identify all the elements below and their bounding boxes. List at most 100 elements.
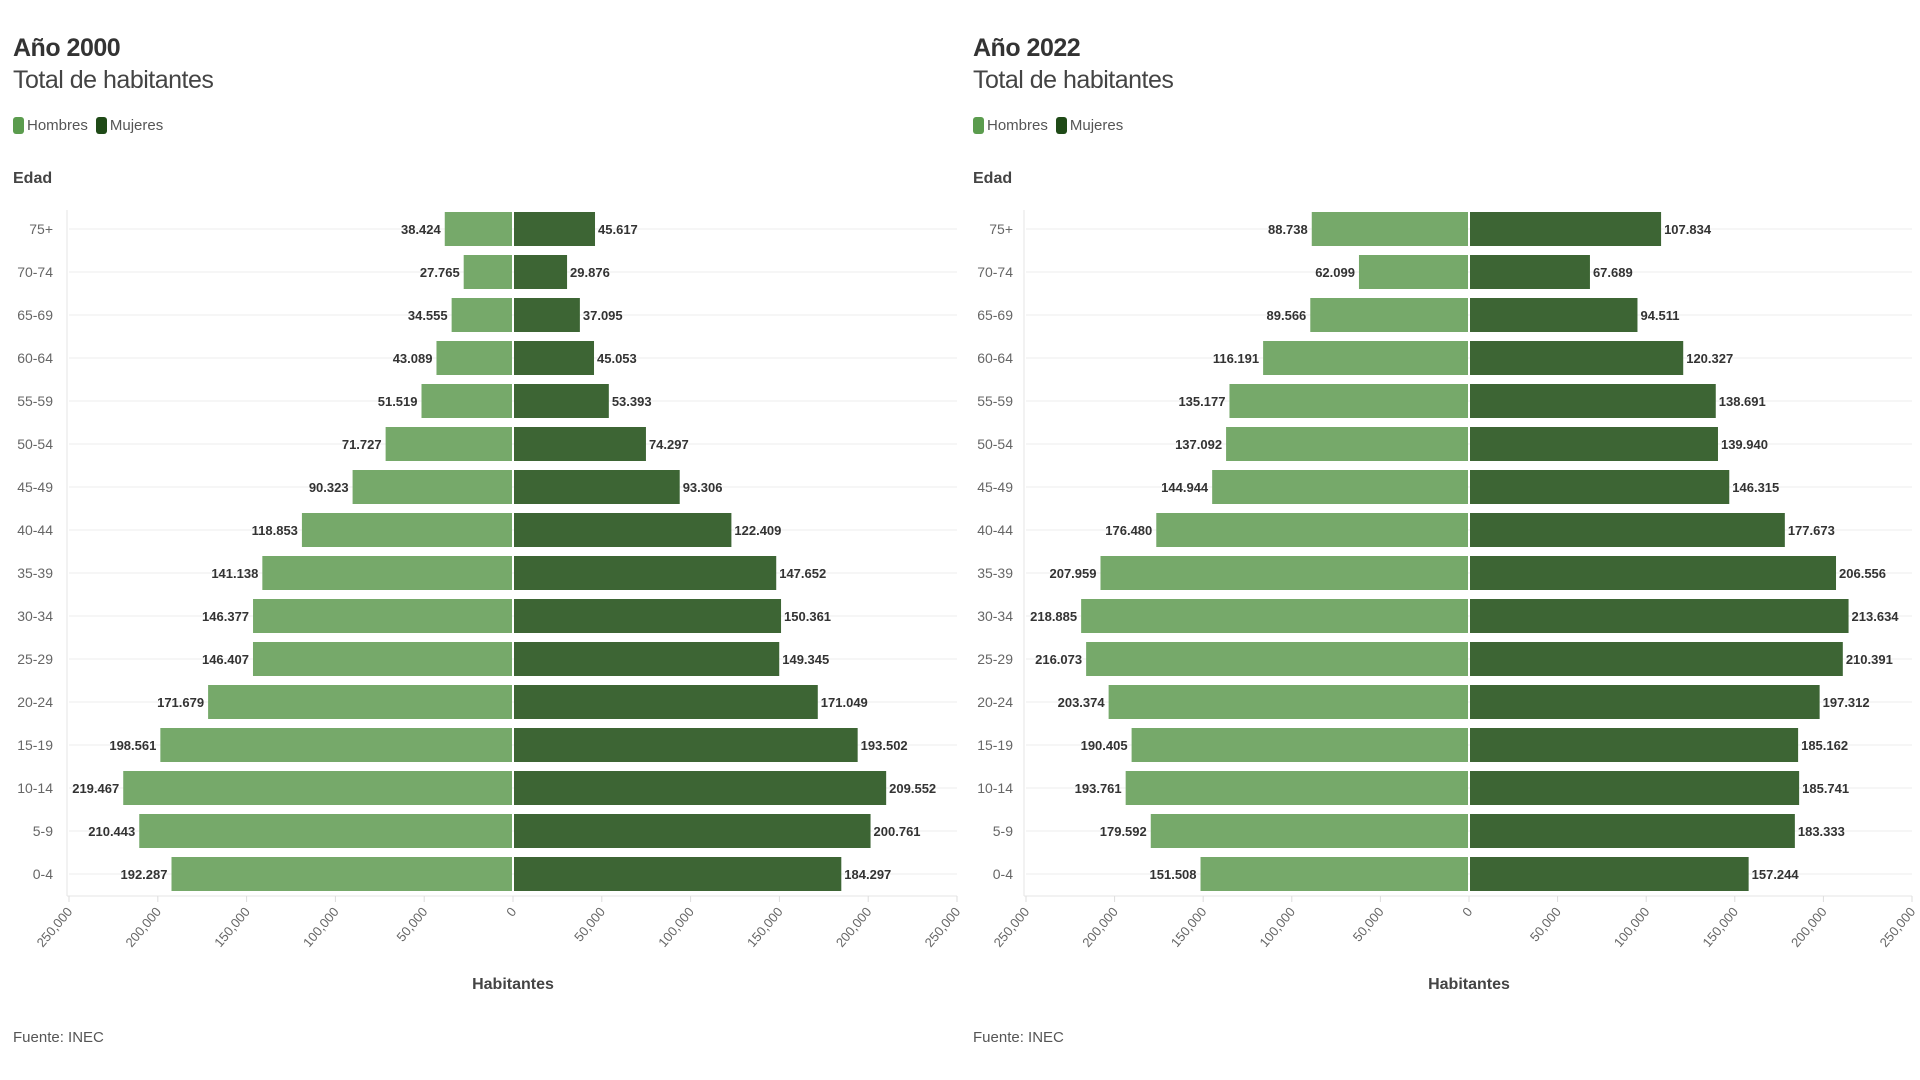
data-label-hombres: 90.323 xyxy=(309,480,349,495)
chart-subtitle: Total de habitantes xyxy=(973,66,1174,94)
bar-mujeres xyxy=(1470,857,1749,891)
bar-mujeres xyxy=(1470,470,1730,504)
bar-hombres xyxy=(1125,771,1468,805)
bar-hombres xyxy=(262,556,512,590)
bar-hombres xyxy=(385,427,512,461)
data-label-hombres: 151.508 xyxy=(1150,867,1197,882)
y-tick-label: 60-64 xyxy=(977,350,1013,366)
data-label-mujeres: 157.244 xyxy=(1752,867,1800,882)
y-tick-label: 35-39 xyxy=(17,565,53,581)
bar-mujeres xyxy=(514,814,871,848)
y-tick-label: 25-29 xyxy=(977,651,1013,667)
x-tick-label: 50,000 xyxy=(393,904,430,944)
y-tick-label: 45-49 xyxy=(977,479,1013,495)
bar-hombres xyxy=(1311,212,1468,246)
data-label-mujeres: 37.095 xyxy=(583,308,623,323)
y-tick-label: 75+ xyxy=(29,221,53,237)
x-tick-label: 0 xyxy=(503,904,519,919)
bar-hombres xyxy=(1108,685,1468,719)
bar-hombres xyxy=(421,384,512,418)
y-tick-label: 75+ xyxy=(989,221,1013,237)
legend-swatch-hombres xyxy=(13,117,24,134)
bar-hombres xyxy=(123,771,512,805)
x-tick-label: 150,000 xyxy=(1699,904,1741,950)
x-tick-label: 50,000 xyxy=(1350,904,1387,944)
bar-hombres xyxy=(139,814,512,848)
legend-item-hombres[interactable]: Hombres xyxy=(13,117,88,134)
legend-swatch-mujeres xyxy=(1055,117,1067,134)
y-tick-label: 70-74 xyxy=(977,264,1013,280)
bar-mujeres xyxy=(1470,427,1718,461)
data-label-hombres: 171.679 xyxy=(157,695,204,710)
legend-swatch-hombres xyxy=(973,117,984,134)
y-tick-label: 20-24 xyxy=(17,694,53,710)
y-tick-label: 0-4 xyxy=(33,866,53,882)
data-label-mujeres: 150.361 xyxy=(784,609,831,624)
legend-item-mujeres[interactable]: Mujeres xyxy=(1055,117,1123,134)
bar-mujeres xyxy=(514,427,646,461)
bar-hombres xyxy=(444,212,512,246)
y-tick-label: 35-39 xyxy=(977,565,1013,581)
x-tick-label: 50,000 xyxy=(1527,904,1564,944)
data-label-hombres: 216.073 xyxy=(1035,652,1082,667)
data-label-hombres: 190.405 xyxy=(1081,738,1128,753)
bar-hombres xyxy=(160,728,513,762)
data-label-hombres: 146.407 xyxy=(202,652,249,667)
bar-hombres xyxy=(1156,513,1468,547)
bar-hombres xyxy=(1150,814,1468,848)
data-label-mujeres: 209.552 xyxy=(889,781,936,796)
bar-mujeres xyxy=(1470,255,1590,289)
data-label-hombres: 116.191 xyxy=(1213,351,1259,366)
data-label-hombres: 118.853 xyxy=(252,523,298,538)
y-tick-label: 70-74 xyxy=(17,264,53,280)
data-label-mujeres: 45.053 xyxy=(597,351,637,366)
bar-mujeres xyxy=(514,212,596,246)
legend-label: Hombres xyxy=(987,117,1048,134)
data-label-hombres: 43.089 xyxy=(393,351,433,366)
bar-mujeres xyxy=(1470,728,1799,762)
x-tick-label: 100,000 xyxy=(1611,904,1653,950)
y-tick-label: 40-44 xyxy=(977,522,1013,538)
y-tick-label: 15-19 xyxy=(17,737,53,753)
bar-mujeres xyxy=(1470,341,1684,375)
data-label-hombres: 88.738 xyxy=(1268,222,1308,237)
legend-label: Hombres xyxy=(27,117,88,134)
data-label-mujeres: 139.940 xyxy=(1721,437,1768,452)
data-label-hombres: 219.467 xyxy=(72,781,119,796)
y-tick-label: 20-24 xyxy=(977,694,1013,710)
data-label-hombres: 137.092 xyxy=(1175,437,1222,452)
bar-mujeres xyxy=(514,384,609,418)
bar-mujeres xyxy=(514,470,680,504)
data-label-mujeres: 213.634 xyxy=(1852,609,1900,624)
data-label-mujeres: 138.691 xyxy=(1719,394,1766,409)
x-tick-label: 250,000 xyxy=(991,904,1033,950)
legend-item-mujeres[interactable]: Mujeres xyxy=(95,117,164,134)
x-tick-label: 100,000 xyxy=(655,904,697,950)
bar-hombres xyxy=(451,298,512,332)
bar-hombres xyxy=(1212,470,1468,504)
x-tick-label: 250,000 xyxy=(922,904,960,950)
legend-item-hombres[interactable]: Hombres xyxy=(973,117,1048,134)
x-tick-label: 100,000 xyxy=(300,904,342,950)
bar-hombres xyxy=(1263,341,1468,375)
data-label-mujeres: 177.673 xyxy=(1788,523,1835,538)
chart-panel-2000: Año 2000 Total de habitantes Hombres Muj… xyxy=(13,34,960,1046)
y-tick-label: 55-59 xyxy=(17,393,53,409)
data-label-mujeres: 185.741 xyxy=(1802,781,1849,796)
y-tick-label: 30-34 xyxy=(17,608,53,624)
data-label-hombres: 34.555 xyxy=(408,308,448,323)
bar-hombres xyxy=(253,599,512,633)
data-label-hombres: 38.424 xyxy=(401,222,442,237)
data-label-mujeres: 197.312 xyxy=(1823,695,1870,710)
bar-hombres xyxy=(1081,599,1468,633)
y-tick-label: 65-69 xyxy=(977,307,1013,323)
data-label-hombres: 218.885 xyxy=(1030,609,1077,624)
data-label-mujeres: 149.345 xyxy=(782,652,829,667)
data-label-mujeres: 94.511 xyxy=(1640,308,1679,323)
y-tick-label: 45-49 xyxy=(17,479,53,495)
legend-label: Mujeres xyxy=(109,117,164,134)
data-label-hombres: 192.287 xyxy=(120,867,167,882)
data-label-hombres: 89.566 xyxy=(1267,308,1307,323)
data-label-hombres: 179.592 xyxy=(1100,824,1147,839)
y-tick-label: 15-19 xyxy=(977,737,1013,753)
